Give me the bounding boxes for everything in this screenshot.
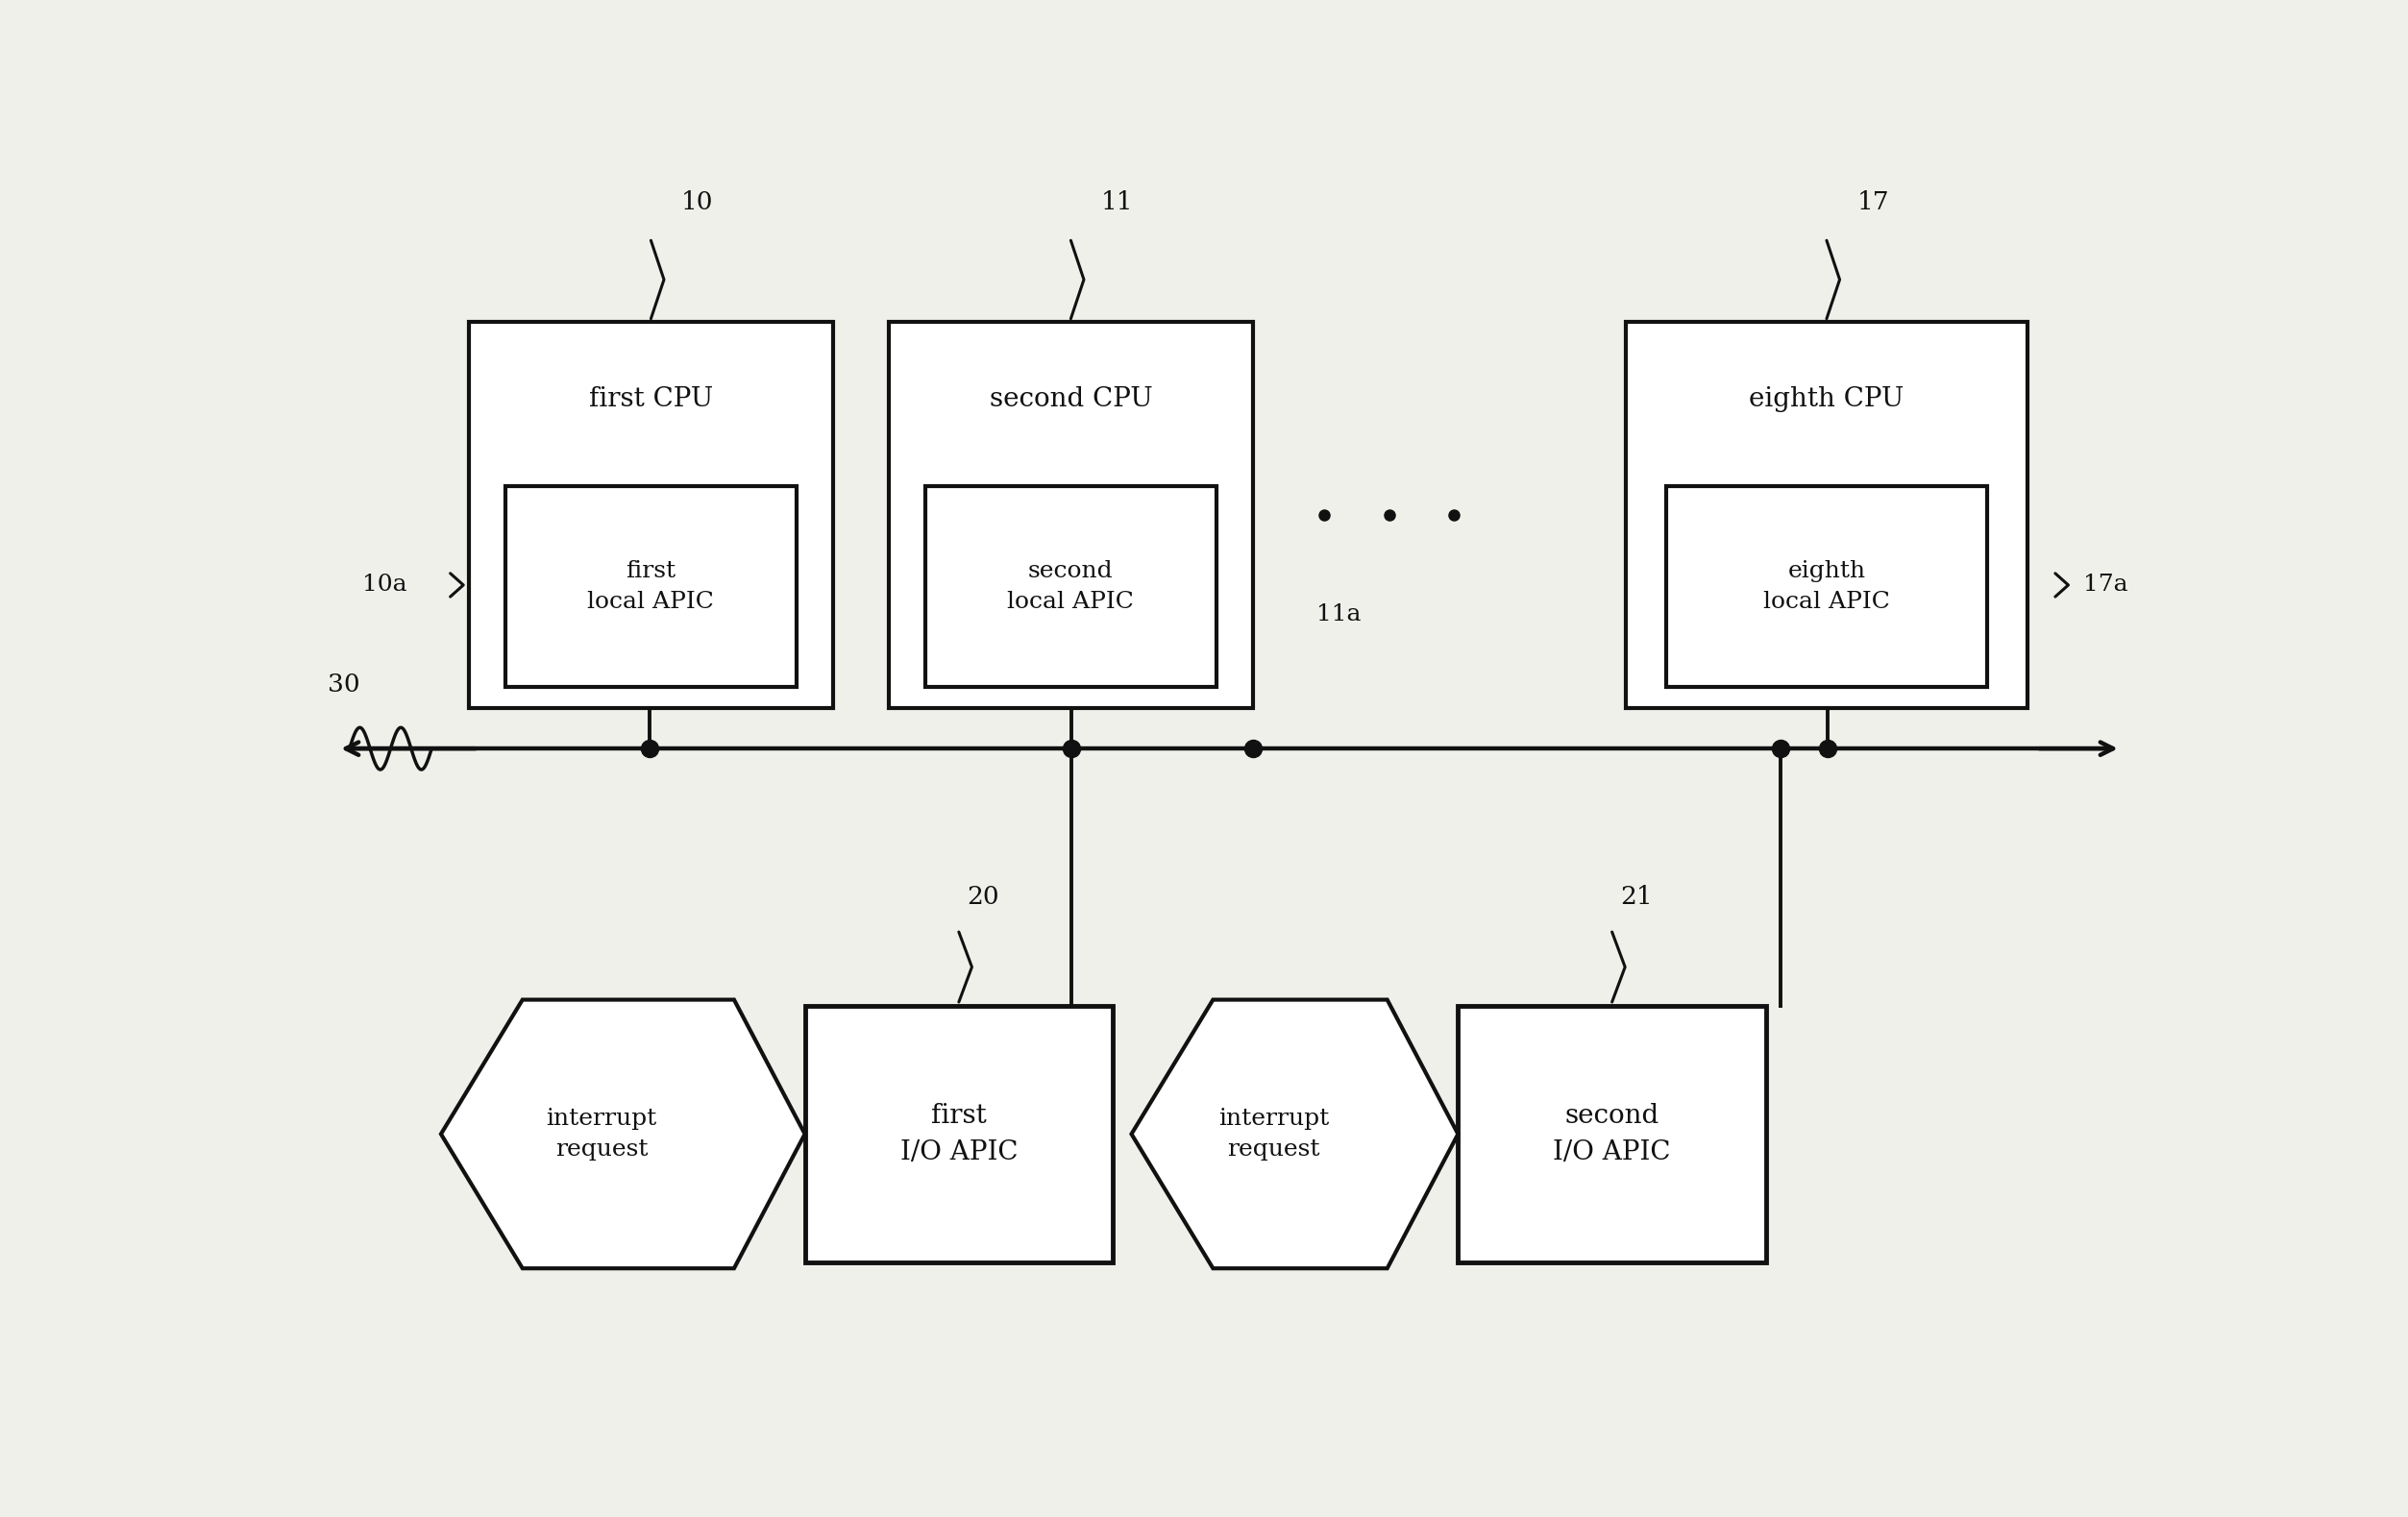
- Polygon shape: [441, 1000, 804, 1268]
- Text: 21: 21: [1621, 884, 1652, 909]
- Bar: [925, 485, 1216, 687]
- Polygon shape: [1132, 1000, 1459, 1268]
- Text: second
local APIC: second local APIC: [1007, 560, 1134, 613]
- Text: interrupt
request: interrupt request: [1218, 1107, 1329, 1161]
- Text: second
I/O APIC: second I/O APIC: [1553, 1103, 1671, 1165]
- Text: 11: 11: [1100, 190, 1134, 214]
- Text: 11a: 11a: [1317, 604, 1361, 625]
- Text: 30: 30: [327, 672, 361, 696]
- Bar: [804, 1006, 1112, 1262]
- Text: eighth
local APIC: eighth local APIC: [1763, 560, 1890, 613]
- Text: 10: 10: [681, 190, 713, 214]
- Bar: [1625, 322, 2028, 707]
- Text: second CPU: second CPU: [990, 387, 1153, 413]
- Text: first CPU: first CPU: [590, 387, 713, 413]
- Text: interrupt
request: interrupt request: [547, 1107, 657, 1161]
- Text: first
I/O APIC: first I/O APIC: [901, 1103, 1019, 1165]
- Text: 20: 20: [968, 884, 999, 909]
- Text: 17: 17: [1857, 190, 1890, 214]
- Text: eighth CPU: eighth CPU: [1748, 387, 1905, 413]
- Text: first
local APIC: first local APIC: [588, 560, 715, 613]
- Bar: [1666, 485, 1987, 687]
- Bar: [1459, 1006, 1765, 1262]
- Bar: [506, 485, 797, 687]
- Text: 17a: 17a: [2083, 573, 2129, 596]
- Bar: [889, 322, 1252, 707]
- Text: 10a: 10a: [364, 573, 407, 596]
- Bar: [470, 322, 833, 707]
